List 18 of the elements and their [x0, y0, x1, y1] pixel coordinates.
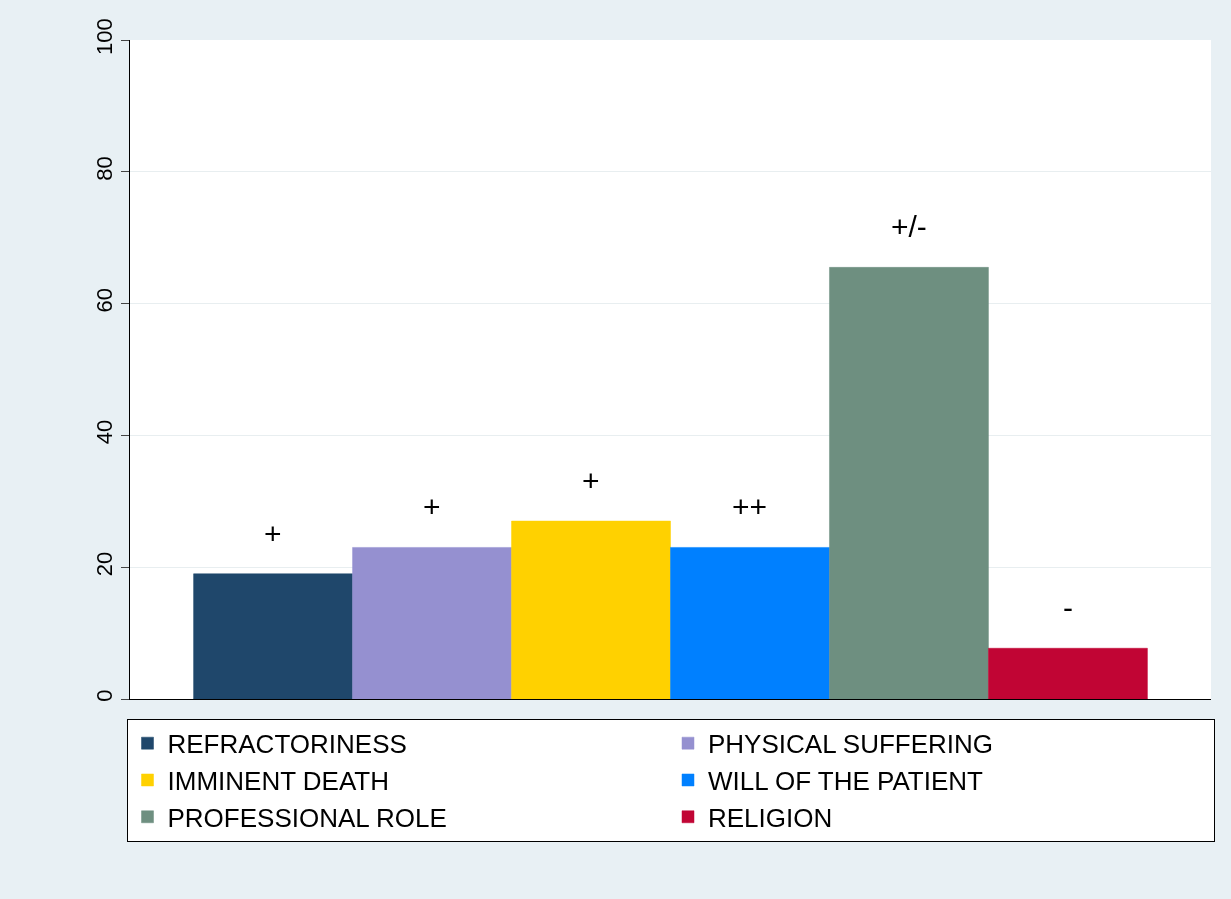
- y-tick-label: 80: [92, 156, 118, 181]
- legend-label: REFRACTORINESS: [167, 729, 407, 760]
- legend-label: PHYSICAL SUFFERING: [708, 729, 994, 760]
- y-tick-label: 20: [92, 551, 118, 577]
- annotation: -: [1063, 591, 1073, 624]
- annotation: +: [264, 517, 282, 550]
- y-tick-label: 0: [92, 689, 118, 702]
- legend-label: WILL OF THE PATIENT: [708, 766, 984, 797]
- legend-label: RELIGION: [708, 802, 833, 833]
- annotation: +: [423, 490, 441, 523]
- legend-label: PROFESSIONAL ROLE: [167, 802, 447, 833]
- y-tick-label: 100: [92, 18, 118, 56]
- annotation: +/-: [891, 210, 927, 243]
- legend-label: IMMINENT DEATH: [167, 766, 389, 797]
- annotation: +: [582, 464, 600, 497]
- y-tick-label: 60: [92, 288, 118, 313]
- y-tick-label: 40: [92, 419, 118, 445]
- annotation: ++: [732, 490, 768, 523]
